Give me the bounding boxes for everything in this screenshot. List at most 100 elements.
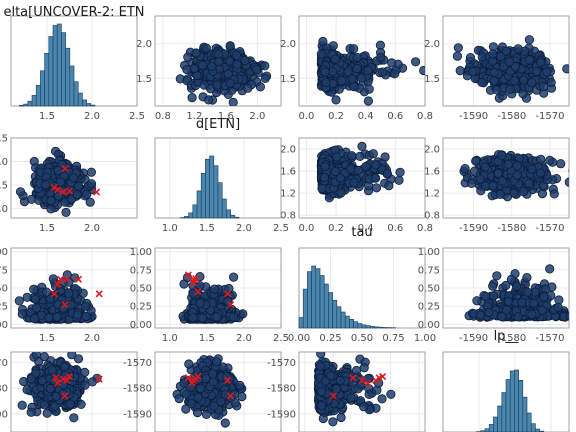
divergent-marker	[56, 275, 65, 283]
y-tick-label: -1580	[123, 384, 152, 395]
scatter-point	[229, 272, 239, 282]
scatter-point	[361, 161, 371, 172]
scatter-point	[523, 287, 533, 297]
y-tick-label: 1.5	[280, 74, 296, 85]
x-tick-label: 2.0	[236, 333, 252, 344]
scatter-point	[538, 81, 549, 92]
divergent-marker	[189, 279, 198, 287]
scatter-points	[316, 141, 405, 203]
scatter-point	[517, 297, 527, 307]
scatter-point	[452, 51, 462, 61]
y-tick-label: 0.50	[418, 284, 440, 295]
panel-border	[442, 247, 570, 329]
scatter-point	[214, 57, 224, 67]
scatter-points	[178, 271, 248, 324]
y-tick-label: -1570	[123, 358, 152, 369]
scatter-point	[536, 154, 546, 164]
y-tick-label: 2.0	[424, 39, 440, 50]
x-tick-label: 1.5	[39, 223, 55, 234]
scatter-point	[364, 84, 374, 94]
scatter-point	[545, 264, 555, 274]
scatter-point	[390, 69, 400, 79]
scatter-point	[493, 168, 503, 179]
scatter-point	[542, 67, 552, 77]
scatter-point	[41, 287, 52, 297]
scatter-point	[475, 174, 485, 184]
scatter-point	[182, 65, 192, 75]
scatter-point	[501, 305, 512, 315]
panel-r0c3	[442, 15, 570, 107]
scatter-point	[212, 80, 222, 90]
scatter-point	[492, 271, 502, 281]
scatter-point	[513, 44, 523, 54]
scatter-point	[349, 178, 359, 188]
scatter-point	[331, 95, 341, 105]
x-tick-label: -1590	[459, 223, 488, 234]
scatter-point	[260, 61, 270, 71]
divergent-marker	[92, 188, 101, 196]
scatter-point	[39, 352, 49, 362]
scatter-point	[394, 175, 404, 185]
y-tick-label: 2.0	[280, 39, 296, 50]
scatter-point	[243, 83, 253, 93]
y-tick-label: 1.6	[424, 167, 440, 178]
y-tick-label: 0.00	[0, 320, 8, 331]
x-tick-label: 0.8	[417, 111, 433, 122]
scatter-point	[497, 150, 507, 160]
scatter-point	[188, 312, 198, 323]
panel-r0c1	[154, 15, 282, 107]
scatter-points	[316, 36, 425, 106]
scatter-point	[495, 189, 505, 199]
scatter-point	[352, 63, 362, 74]
y-tick-label: 0.75	[0, 265, 8, 276]
scatter-point	[504, 57, 514, 67]
scatter-point	[512, 170, 522, 180]
divergent-marker	[95, 290, 103, 298]
scatter-point	[539, 292, 549, 302]
scatter-point	[193, 392, 203, 402]
y-tick-label: 0.25	[418, 302, 440, 313]
y-tick-label: 0.8	[424, 211, 440, 222]
scatter-point	[69, 413, 79, 423]
scatter-point	[335, 173, 345, 183]
scatter-point	[198, 60, 208, 70]
scatter-point	[527, 309, 537, 320]
scatter-point	[80, 301, 91, 311]
scatter-point	[349, 82, 359, 92]
divergent-marker	[65, 372, 74, 381]
scatter-point	[212, 312, 222, 322]
divergent-marker	[50, 183, 58, 191]
scatter-point	[510, 62, 521, 72]
x-tick-label: 0.6	[387, 111, 403, 122]
divergent-marker	[194, 288, 202, 296]
panel-r1c3	[442, 137, 570, 219]
y-tick-label: 0.50	[130, 284, 152, 295]
x-tick-label: 2.0	[84, 223, 100, 234]
scatter-point	[387, 58, 397, 68]
divergent-marker	[54, 379, 62, 387]
scatter-point	[572, 302, 576, 310]
y-tick-label: 1.2	[424, 189, 440, 200]
y-tick-label: 0.50	[0, 284, 8, 295]
y-tick-label: 1.00	[0, 247, 8, 258]
scatter-point	[455, 66, 465, 76]
panel-border	[442, 15, 570, 107]
scatter-point	[382, 169, 392, 179]
y-tick-label: -1570	[0, 358, 8, 369]
scatter-point	[29, 313, 40, 324]
scatter-point	[231, 50, 241, 60]
scatter-point	[368, 149, 378, 159]
scatter-point	[86, 179, 97, 189]
scatter-point	[80, 380, 90, 390]
scatter-points	[17, 352, 102, 423]
scatter-point	[22, 292, 32, 302]
scatter-point	[209, 401, 219, 411]
scatter-point	[60, 362, 70, 372]
divergent-marker	[61, 165, 69, 173]
divergent-marker	[95, 375, 103, 383]
x-tick-label: -1580	[497, 333, 526, 344]
scatter-point	[235, 380, 245, 391]
scatter-point	[260, 73, 270, 84]
scatter-point	[498, 62, 508, 72]
